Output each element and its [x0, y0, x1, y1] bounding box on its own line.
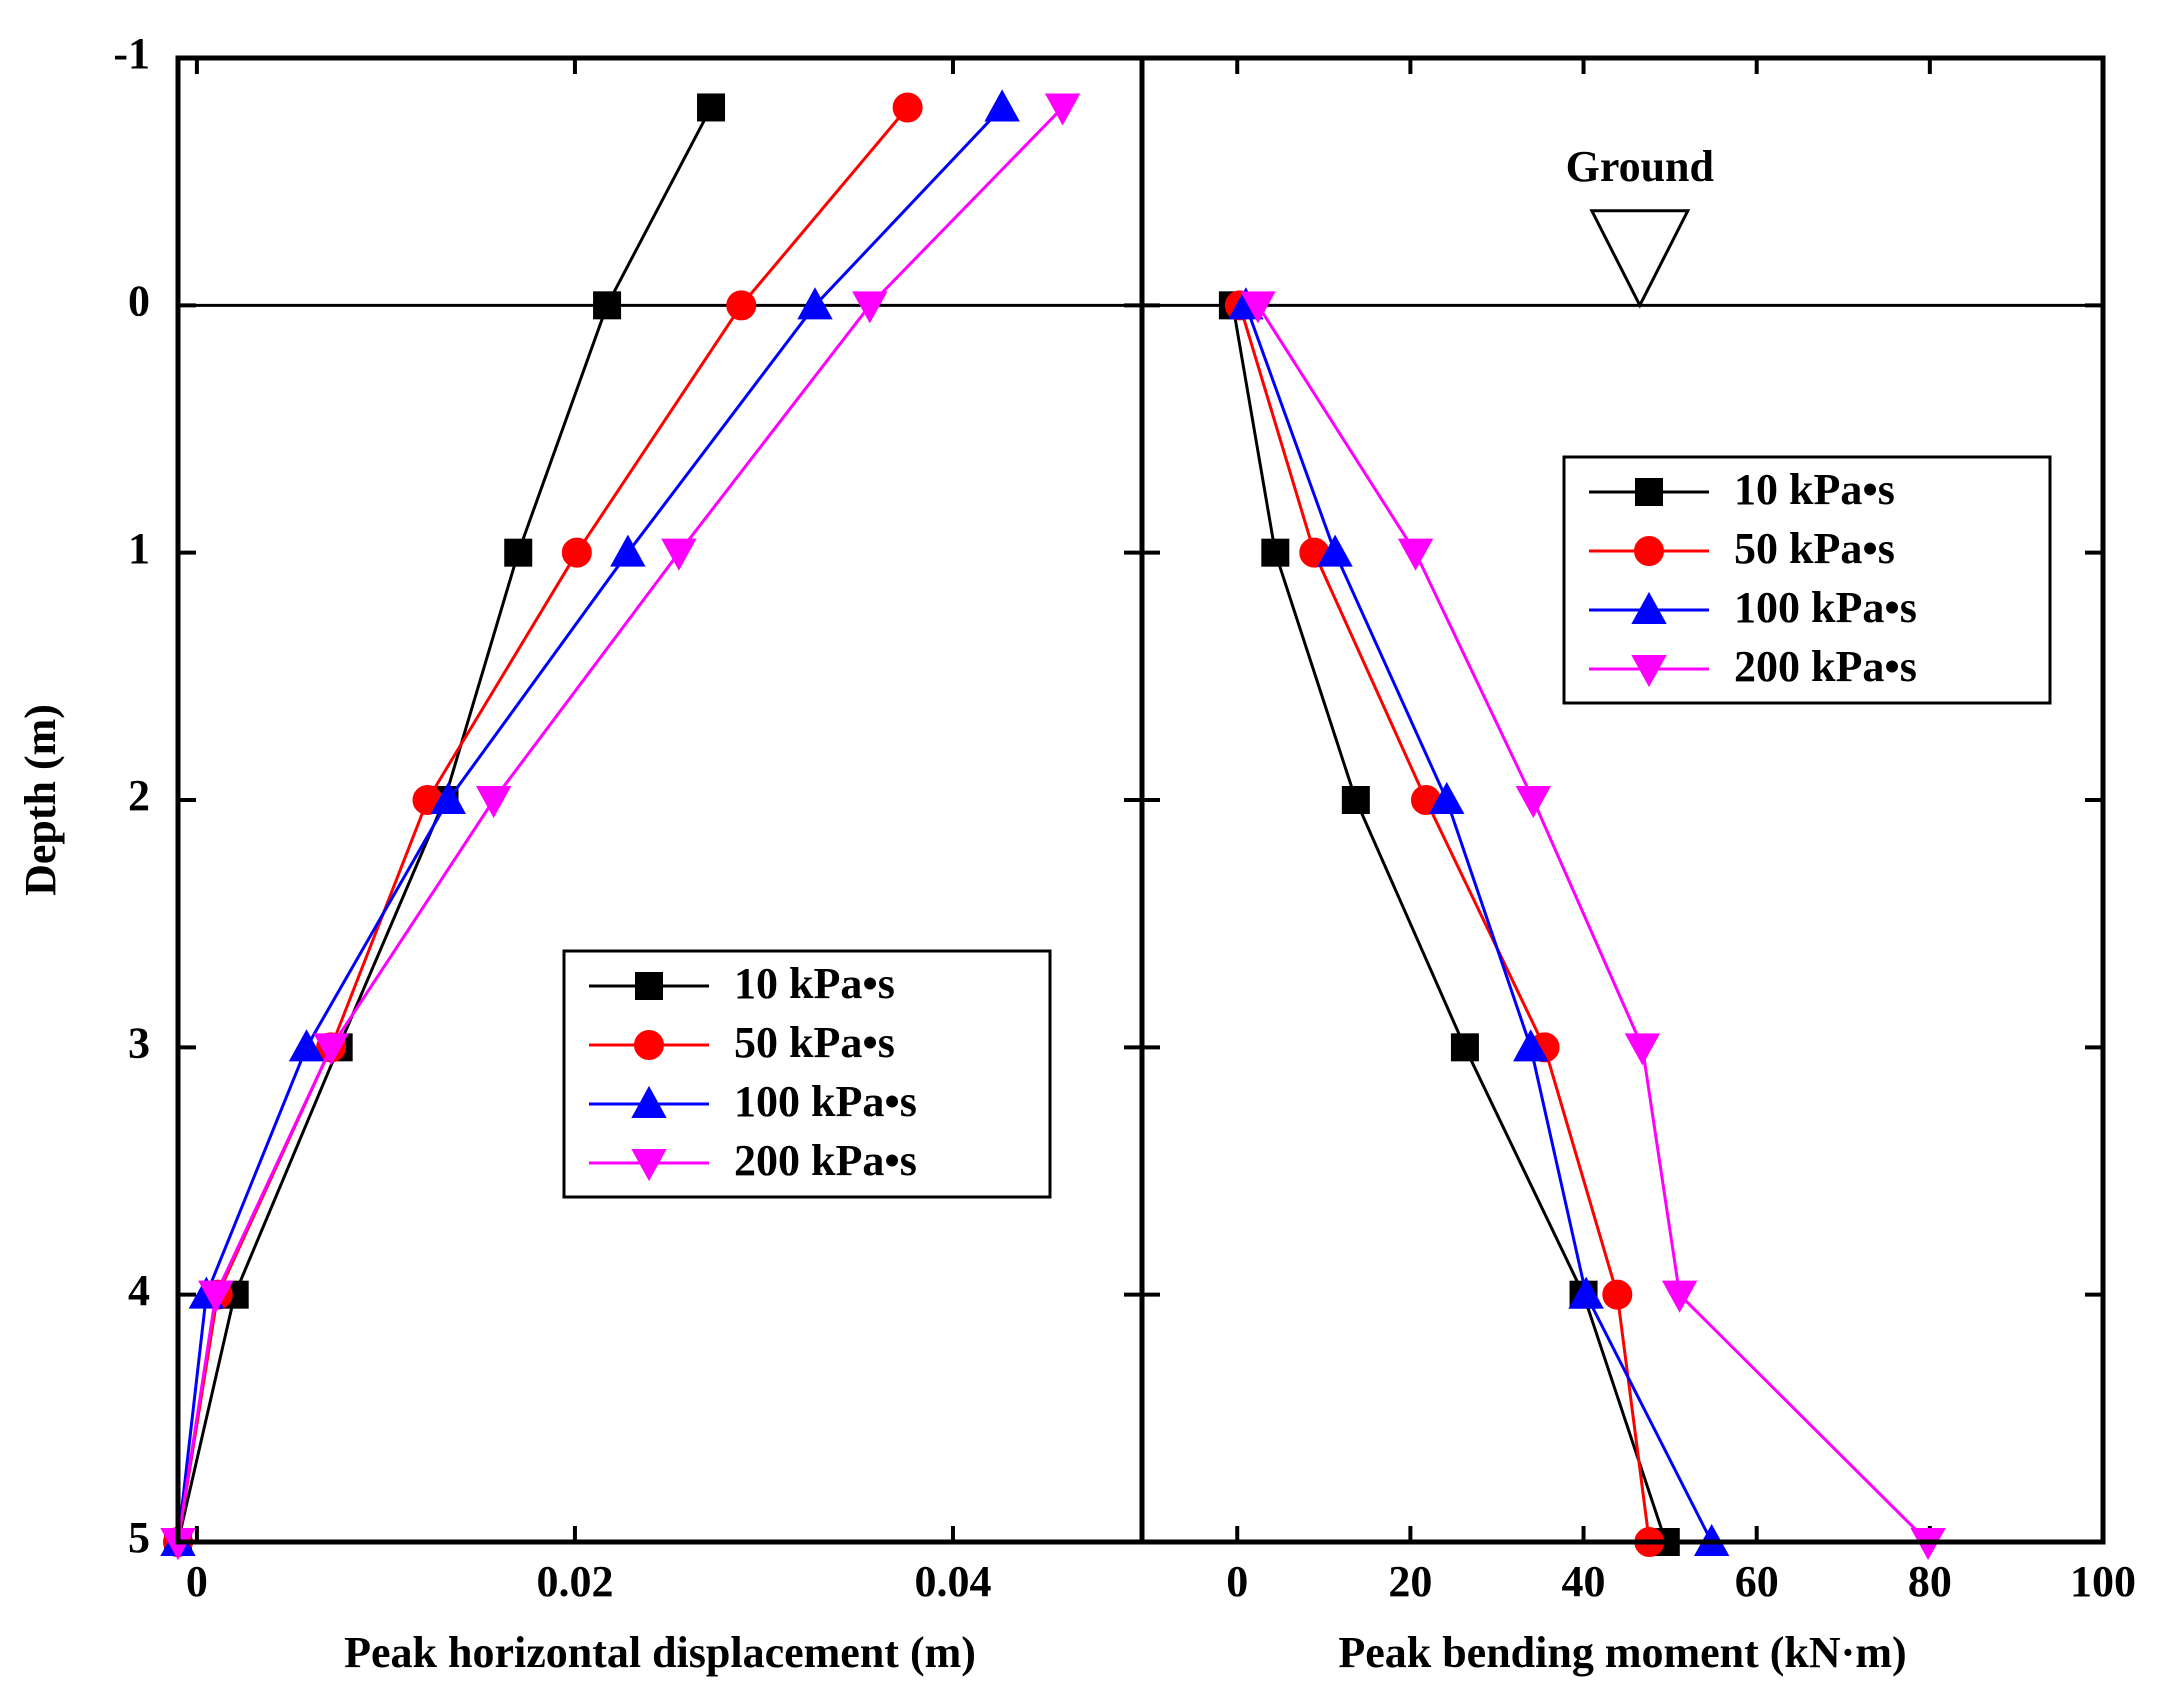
legend-label: 50 kPa•s: [734, 1018, 895, 1067]
legend-marker: [1635, 478, 1663, 506]
legend-label: 10 kPa•s: [1734, 465, 1895, 514]
x-axis-label: Peak bending moment (kN·m): [1338, 1628, 1906, 1677]
series-line: [1238, 304, 1651, 1543]
marker: [1429, 781, 1465, 814]
annotation: Ground: [1566, 142, 1714, 191]
marker: [852, 291, 888, 324]
marker: [661, 538, 697, 571]
marker: [1397, 538, 1434, 571]
y-tick-label: -1: [113, 29, 150, 78]
y-tick-label: 5: [128, 1513, 150, 1562]
series-line: [1231, 305, 1668, 1543]
marker: [1261, 538, 1290, 567]
legend-label: 200 kPa•s: [1734, 642, 1917, 691]
marker: [1341, 786, 1370, 814]
y-tick-label: 1: [128, 524, 150, 573]
marker: [984, 89, 1020, 122]
y-axis-label: Depth (m): [16, 704, 65, 896]
legend-label: 100 kPa•s: [734, 1077, 917, 1126]
marker: [1450, 1033, 1479, 1062]
legend-marker: [1631, 591, 1667, 624]
x-tick-label: 20: [1388, 1557, 1432, 1606]
ground-symbol: [1589, 209, 1691, 309]
marker: [1240, 291, 1276, 324]
y-tick-label: 3: [128, 1018, 150, 1067]
marker: [430, 781, 466, 814]
series-line: [176, 106, 713, 1543]
marker: [1624, 1033, 1661, 1066]
x-tick-label: 40: [1562, 1557, 1606, 1606]
marker: [610, 534, 646, 567]
marker: [1602, 1279, 1633, 1310]
marker: [1317, 534, 1353, 567]
marker: [697, 93, 726, 122]
x-tick-label: 0: [1226, 1557, 1248, 1606]
marker: [313, 1033, 349, 1066]
marker: [475, 786, 512, 819]
x-tick-label: 0.02: [536, 1557, 613, 1606]
x-tick-label: 100: [2070, 1557, 2136, 1606]
marker: [1661, 1280, 1698, 1313]
marker: [1513, 1029, 1549, 1062]
marker: [1515, 786, 1552, 819]
series-line: [176, 106, 909, 1543]
legend-marker: [631, 1149, 667, 1182]
x-tick-label: 0.04: [914, 1557, 991, 1606]
legend-marker: [631, 1085, 667, 1118]
marker: [797, 287, 833, 320]
legend-label: 100 kPa•s: [1734, 583, 1917, 632]
marker: [726, 290, 757, 321]
legend-marker: [1634, 536, 1664, 566]
y-tick-label: 2: [128, 771, 150, 820]
plot-frame: [175, 55, 1145, 1545]
x-tick-label: 0: [186, 1557, 208, 1606]
y-tick-label: 0: [128, 276, 150, 325]
marker: [504, 538, 533, 567]
marker: [288, 1029, 325, 1062]
legend-marker: [634, 1030, 664, 1060]
legend-marker: [635, 972, 663, 1000]
legend-label: 200 kPa•s: [734, 1136, 917, 1185]
marker: [198, 1280, 234, 1313]
x-axis-label: Peak horizontal displacement (m): [344, 1628, 976, 1677]
marker: [1568, 1276, 1604, 1309]
legend-label: 10 kPa•s: [734, 959, 895, 1008]
series-line: [176, 106, 1004, 1543]
y-tick-label: 4: [128, 1266, 150, 1315]
marker: [593, 291, 622, 320]
legend-marker: [1631, 655, 1667, 688]
marker: [1044, 93, 1081, 126]
x-tick-label: 60: [1735, 1557, 1779, 1606]
legend-label: 50 kPa•s: [1734, 524, 1895, 573]
marker: [892, 92, 923, 123]
series-line: [1256, 304, 1930, 1544]
series-line: [176, 106, 1064, 1543]
series-line: [1244, 304, 1714, 1543]
plot-frame: [1139, 55, 2106, 1545]
marker: [561, 537, 592, 568]
x-tick-label: 80: [1908, 1557, 1952, 1606]
